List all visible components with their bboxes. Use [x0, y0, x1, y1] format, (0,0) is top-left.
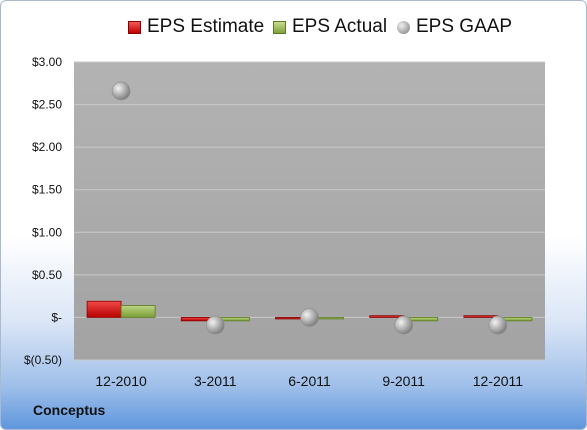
legend-item-estimate: EPS Estimate [128, 16, 264, 38]
x-tick-label: 9-2011 [382, 373, 425, 389]
x-tick-label: 12-2010 [95, 373, 147, 389]
legend-swatch-estimate [128, 20, 141, 34]
bar-estimate [463, 315, 499, 318]
y-tick-label: $(0.50) [24, 353, 62, 367]
y-tick-label: $1.00 [32, 225, 62, 239]
x-tick-label: 12-2011 [473, 373, 524, 389]
legend-label-estimate: EPS Estimate [147, 16, 265, 37]
legend: EPS Estimate EPS Actual EPS GAAP [0, 16, 587, 42]
legend-label-gaap: EPS GAAP [416, 16, 513, 37]
point-gaap [300, 308, 319, 327]
y-tick-label: $2.00 [32, 140, 62, 154]
point-gaap [488, 315, 508, 335]
point-gaap [111, 81, 131, 101]
y-tick-label: $1.50 [32, 183, 62, 197]
y-tick-label: $0.50 [32, 268, 62, 282]
bar-estimate [369, 315, 405, 318]
legend-item-actual: EPS Actual [273, 16, 387, 38]
legend-swatch-actual [273, 20, 286, 34]
legend-item-gaap: EPS GAAP [397, 16, 512, 38]
x-tick-label: 6-2011 [288, 373, 331, 389]
bar-estimate [86, 300, 122, 318]
y-tick-label: $3.00 [32, 55, 62, 69]
company-name: Conceptus [33, 402, 106, 418]
point-gaap [206, 315, 225, 335]
legend-label-actual: EPS Actual [292, 16, 388, 37]
y-tick-label: $- [51, 310, 62, 324]
bar-actual [120, 305, 156, 318]
x-tick-label: 3-2011 [194, 373, 237, 389]
point-gaap [394, 315, 414, 335]
legend-swatch-gaap [397, 20, 410, 34]
y-tick-label: $2.50 [32, 98, 62, 112]
